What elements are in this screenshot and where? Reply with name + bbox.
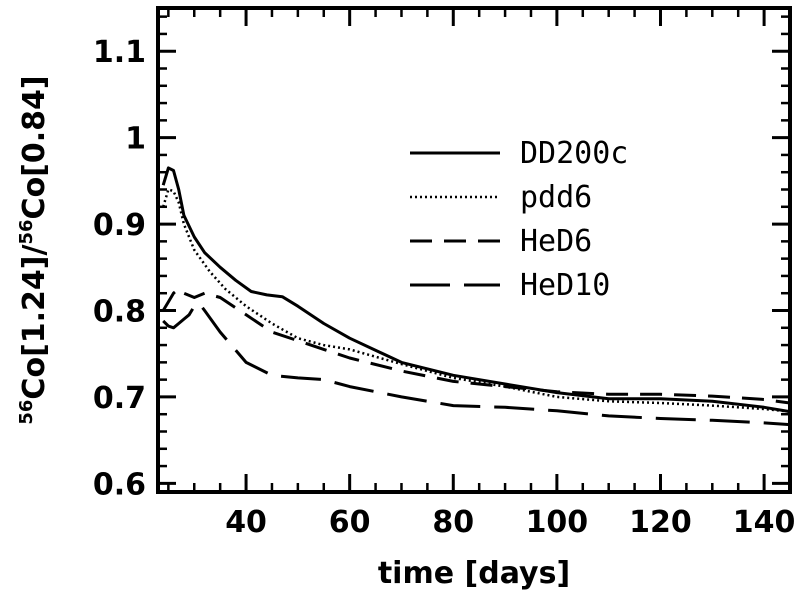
y-tick-label: 1.1: [93, 35, 146, 70]
legend-label-pdd6: pdd6: [520, 180, 592, 215]
x-tick-label: 100: [526, 505, 589, 540]
y-tick-label: 0.6: [93, 467, 146, 502]
y-tick-label: 0.8: [93, 295, 146, 330]
y-tick-label: 1: [125, 122, 146, 157]
legend-label-hed10: HeD10: [520, 268, 610, 303]
y-tick-label: 0.9: [93, 208, 146, 243]
y-label-num-sup: 56: [16, 400, 37, 425]
legend-label-dd200c: DD200c: [520, 136, 628, 171]
y-label-den-sup: 56: [16, 219, 37, 244]
x-axis-label: time [days]: [378, 556, 570, 591]
x-tick-label: 40: [225, 505, 267, 540]
y-label-num-main: Co[1.24]: [17, 255, 52, 399]
legend-label-hed6: HeD6: [520, 224, 592, 259]
y-label-sep: /: [17, 244, 52, 255]
x-tick-label: 60: [329, 505, 371, 540]
series-lines: [163, 168, 790, 425]
y-label-den-main: Co[0.84]: [17, 75, 52, 219]
x-tick-label: 140: [733, 505, 796, 540]
y-tick-label: 0.7: [93, 381, 146, 416]
series-line-hed6: [163, 289, 790, 403]
legend: DD200c pdd6 HeD6 HeD10: [410, 136, 628, 303]
x-tick-label: 120: [629, 505, 692, 540]
series-line-dd200c: [163, 168, 790, 412]
y-axis-label: 56Co[1.24]/56Co[0.84]: [16, 75, 52, 424]
x-tick-label: 80: [432, 505, 474, 540]
tick-labels: 40 60 80 100 120 140 0.6 0.7 0.8 0.9 1 1.1: [93, 35, 796, 540]
